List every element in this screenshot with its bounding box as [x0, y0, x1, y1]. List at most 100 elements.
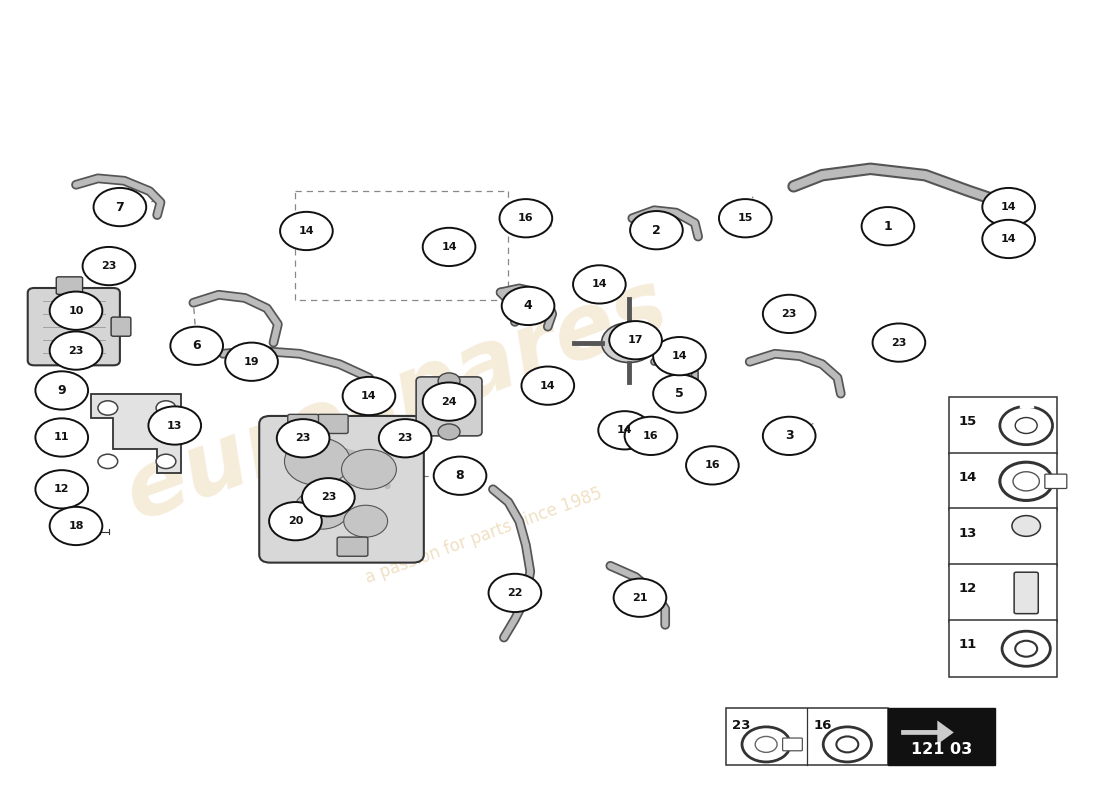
Circle shape	[378, 419, 431, 458]
Text: a passion for parts since 1985: a passion for parts since 1985	[363, 484, 605, 587]
Text: 7: 7	[116, 201, 124, 214]
Text: 4: 4	[524, 299, 532, 313]
Text: 14: 14	[958, 471, 977, 484]
Text: 18: 18	[67, 522, 85, 536]
Text: 14: 14	[441, 242, 456, 252]
Text: 23: 23	[101, 261, 117, 271]
Text: 23: 23	[891, 338, 906, 347]
Circle shape	[763, 417, 815, 455]
Circle shape	[1013, 472, 1040, 491]
Circle shape	[295, 490, 349, 529]
FancyBboxPatch shape	[1014, 572, 1038, 614]
Text: 14: 14	[1001, 202, 1016, 212]
Circle shape	[499, 199, 552, 238]
Circle shape	[170, 326, 223, 365]
Circle shape	[625, 417, 678, 455]
Text: 14: 14	[592, 279, 607, 290]
Circle shape	[422, 382, 475, 421]
Circle shape	[872, 323, 925, 362]
Text: 23: 23	[781, 309, 796, 319]
Text: 14: 14	[617, 426, 632, 435]
Text: 121 03: 121 03	[911, 742, 972, 757]
Text: 14: 14	[298, 226, 315, 236]
Text: 23: 23	[733, 718, 750, 732]
Circle shape	[521, 366, 574, 405]
FancyBboxPatch shape	[1045, 474, 1067, 489]
Text: 20: 20	[288, 516, 304, 526]
Polygon shape	[91, 394, 182, 474]
FancyBboxPatch shape	[782, 738, 802, 750]
FancyBboxPatch shape	[288, 414, 319, 434]
Circle shape	[861, 207, 914, 246]
Text: 17: 17	[628, 335, 643, 346]
Text: 16: 16	[518, 214, 534, 223]
Circle shape	[502, 286, 554, 325]
Circle shape	[488, 574, 541, 612]
Circle shape	[573, 266, 626, 303]
Circle shape	[982, 220, 1035, 258]
Circle shape	[1002, 631, 1050, 666]
Text: 21: 21	[632, 593, 648, 602]
Text: 14: 14	[361, 391, 377, 401]
FancyBboxPatch shape	[416, 377, 482, 436]
Text: 11: 11	[958, 638, 977, 651]
Text: 15: 15	[958, 415, 977, 428]
Circle shape	[1015, 641, 1037, 657]
Text: 23: 23	[321, 492, 336, 502]
Circle shape	[285, 438, 350, 486]
FancyBboxPatch shape	[949, 509, 1057, 566]
Circle shape	[609, 321, 662, 359]
Text: 3: 3	[785, 430, 793, 442]
Circle shape	[719, 199, 771, 238]
Circle shape	[1000, 406, 1053, 445]
FancyBboxPatch shape	[726, 708, 888, 765]
Circle shape	[602, 322, 657, 362]
FancyBboxPatch shape	[949, 620, 1057, 678]
Circle shape	[823, 727, 871, 762]
Circle shape	[742, 727, 790, 762]
Text: 19: 19	[244, 357, 260, 366]
Text: 10: 10	[68, 306, 84, 316]
Circle shape	[156, 454, 176, 469]
Circle shape	[35, 371, 88, 410]
Circle shape	[630, 211, 683, 250]
Text: 9: 9	[57, 384, 66, 397]
Circle shape	[982, 188, 1035, 226]
Circle shape	[98, 401, 118, 415]
Circle shape	[98, 454, 118, 469]
Text: 14: 14	[540, 381, 556, 390]
Circle shape	[1012, 515, 1041, 536]
Circle shape	[614, 578, 667, 617]
Circle shape	[341, 450, 396, 490]
Circle shape	[756, 737, 777, 752]
Text: 16: 16	[705, 460, 720, 470]
Circle shape	[280, 212, 332, 250]
Circle shape	[50, 291, 102, 330]
Text: 22: 22	[507, 588, 522, 598]
Circle shape	[343, 506, 387, 537]
Text: 14: 14	[672, 351, 688, 361]
FancyBboxPatch shape	[260, 416, 424, 562]
Circle shape	[50, 507, 102, 545]
Circle shape	[50, 331, 102, 370]
Text: 23: 23	[397, 434, 412, 443]
FancyBboxPatch shape	[949, 397, 1057, 454]
Circle shape	[35, 418, 88, 457]
Circle shape	[226, 342, 278, 381]
FancyBboxPatch shape	[28, 288, 120, 366]
Text: 1: 1	[883, 220, 892, 233]
Circle shape	[277, 419, 330, 458]
Text: 12: 12	[958, 582, 977, 595]
Text: 12: 12	[54, 484, 69, 494]
Text: eurospares: eurospares	[113, 261, 680, 539]
Text: 11: 11	[54, 433, 69, 442]
Circle shape	[763, 294, 815, 333]
Text: 2: 2	[652, 224, 661, 237]
Circle shape	[653, 337, 706, 375]
FancyBboxPatch shape	[337, 537, 367, 556]
Text: 24: 24	[441, 397, 456, 406]
Circle shape	[686, 446, 739, 485]
Circle shape	[148, 406, 201, 445]
Circle shape	[598, 411, 651, 450]
Text: 13: 13	[958, 526, 977, 540]
